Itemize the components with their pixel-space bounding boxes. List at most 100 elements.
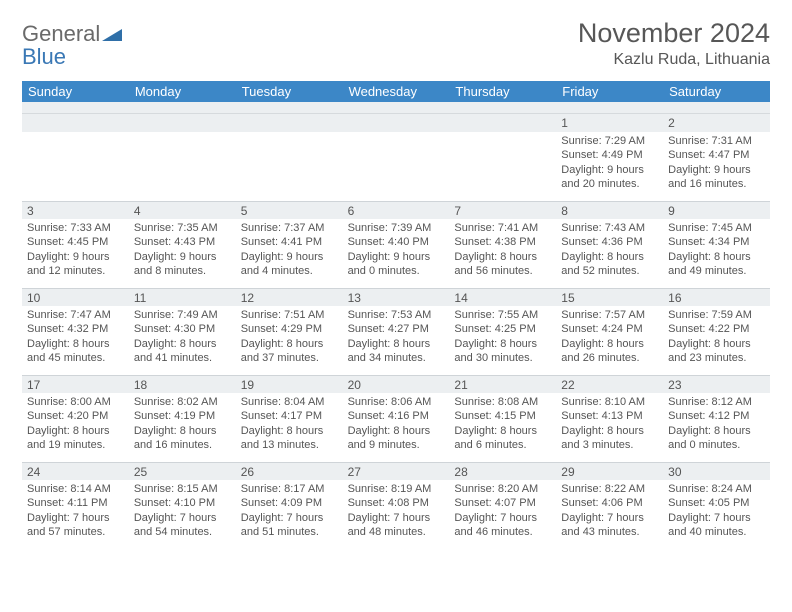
sunset-text: Sunset: 4:19 PM xyxy=(134,409,231,423)
sunset-text: Sunset: 4:40 PM xyxy=(348,235,445,249)
day-cell: 4Sunrise: 7:35 AMSunset: 4:43 PMDaylight… xyxy=(129,201,236,288)
day-info: Sunrise: 8:20 AMSunset: 4:07 PMDaylight:… xyxy=(449,480,556,543)
day-info: Sunrise: 7:51 AMSunset: 4:29 PMDaylight:… xyxy=(236,306,343,369)
sunrise-text: Sunrise: 7:29 AM xyxy=(561,134,658,148)
daylight-text: Daylight: 9 hours and 12 minutes. xyxy=(27,250,124,279)
sunrise-text: Sunrise: 8:10 AM xyxy=(561,395,658,409)
sunrise-text: Sunrise: 7:45 AM xyxy=(668,221,765,235)
day-number xyxy=(343,114,450,132)
day-number: 14 xyxy=(449,288,556,306)
sunrise-text: Sunrise: 7:35 AM xyxy=(134,221,231,235)
daylight-text: Daylight: 8 hours and 41 minutes. xyxy=(134,337,231,366)
day-cell: 9Sunrise: 7:45 AMSunset: 4:34 PMDaylight… xyxy=(663,201,770,288)
day-cell: 21Sunrise: 8:08 AMSunset: 4:15 PMDayligh… xyxy=(449,375,556,462)
sunset-text: Sunset: 4:07 PM xyxy=(454,496,551,510)
sunset-text: Sunset: 4:20 PM xyxy=(27,409,124,423)
dow-header-row: Sunday Monday Tuesday Wednesday Thursday… xyxy=(22,81,770,102)
daylight-text: Daylight: 7 hours and 43 minutes. xyxy=(561,511,658,540)
daylight-text: Daylight: 8 hours and 37 minutes. xyxy=(241,337,338,366)
day-number: 15 xyxy=(556,288,663,306)
day-number: 3 xyxy=(22,201,129,219)
daylight-text: Daylight: 8 hours and 56 minutes. xyxy=(454,250,551,279)
dow-friday: Friday xyxy=(556,81,663,102)
dow-thursday: Thursday xyxy=(449,81,556,102)
day-number xyxy=(449,114,556,132)
day-info: Sunrise: 7:47 AMSunset: 4:32 PMDaylight:… xyxy=(22,306,129,369)
day-info: Sunrise: 7:49 AMSunset: 4:30 PMDaylight:… xyxy=(129,306,236,369)
dow-sunday: Sunday xyxy=(22,81,129,102)
sunrise-text: Sunrise: 7:37 AM xyxy=(241,221,338,235)
day-cell: 20Sunrise: 8:06 AMSunset: 4:16 PMDayligh… xyxy=(343,375,450,462)
day-info: Sunrise: 7:45 AMSunset: 4:34 PMDaylight:… xyxy=(663,219,770,282)
sunrise-text: Sunrise: 7:51 AM xyxy=(241,308,338,322)
day-cell xyxy=(22,114,129,201)
day-number: 16 xyxy=(663,288,770,306)
daylight-text: Daylight: 8 hours and 9 minutes. xyxy=(348,424,445,453)
day-number: 23 xyxy=(663,375,770,393)
sunrise-text: Sunrise: 8:22 AM xyxy=(561,482,658,496)
day-cell xyxy=(129,114,236,201)
dow-tuesday: Tuesday xyxy=(236,81,343,102)
sunset-text: Sunset: 4:25 PM xyxy=(454,322,551,336)
day-cell: 15Sunrise: 7:57 AMSunset: 4:24 PMDayligh… xyxy=(556,288,663,375)
sunset-text: Sunset: 4:17 PM xyxy=(241,409,338,423)
location-label: Kazlu Ruda, Lithuania xyxy=(578,51,770,69)
day-number: 24 xyxy=(22,462,129,480)
week-row: 17Sunrise: 8:00 AMSunset: 4:20 PMDayligh… xyxy=(22,375,770,462)
sunrise-text: Sunrise: 8:04 AM xyxy=(241,395,338,409)
day-cell: 23Sunrise: 8:12 AMSunset: 4:12 PMDayligh… xyxy=(663,375,770,462)
day-number: 22 xyxy=(556,375,663,393)
day-cell: 5Sunrise: 7:37 AMSunset: 4:41 PMDaylight… xyxy=(236,201,343,288)
day-number: 2 xyxy=(663,114,770,132)
brand-line2: Blue xyxy=(22,44,66,69)
day-cell: 29Sunrise: 8:22 AMSunset: 4:06 PMDayligh… xyxy=(556,462,663,549)
sunrise-text: Sunrise: 7:49 AM xyxy=(134,308,231,322)
day-info: Sunrise: 7:35 AMSunset: 4:43 PMDaylight:… xyxy=(129,219,236,282)
day-info: Sunrise: 8:12 AMSunset: 4:12 PMDaylight:… xyxy=(663,393,770,456)
brand-logo: General Blue xyxy=(22,18,122,68)
daylight-text: Daylight: 8 hours and 49 minutes. xyxy=(668,250,765,279)
day-cell: 24Sunrise: 8:14 AMSunset: 4:11 PMDayligh… xyxy=(22,462,129,549)
sunset-text: Sunset: 4:27 PM xyxy=(348,322,445,336)
day-number: 6 xyxy=(343,201,450,219)
day-cell: 11Sunrise: 7:49 AMSunset: 4:30 PMDayligh… xyxy=(129,288,236,375)
week-row: 3Sunrise: 7:33 AMSunset: 4:45 PMDaylight… xyxy=(22,201,770,288)
sunrise-text: Sunrise: 7:55 AM xyxy=(454,308,551,322)
day-number: 11 xyxy=(129,288,236,306)
day-number: 1 xyxy=(556,114,663,132)
day-number xyxy=(129,114,236,132)
day-info: Sunrise: 8:14 AMSunset: 4:11 PMDaylight:… xyxy=(22,480,129,543)
day-info: Sunrise: 8:02 AMSunset: 4:19 PMDaylight:… xyxy=(129,393,236,456)
day-cell: 17Sunrise: 8:00 AMSunset: 4:20 PMDayligh… xyxy=(22,375,129,462)
sunrise-text: Sunrise: 8:14 AM xyxy=(27,482,124,496)
brand-triangle-icon xyxy=(102,22,122,45)
day-info: Sunrise: 7:37 AMSunset: 4:41 PMDaylight:… xyxy=(236,219,343,282)
day-cell xyxy=(449,114,556,201)
sunrise-text: Sunrise: 8:06 AM xyxy=(348,395,445,409)
day-cell: 16Sunrise: 7:59 AMSunset: 4:22 PMDayligh… xyxy=(663,288,770,375)
dow-wednesday: Wednesday xyxy=(343,81,450,102)
day-cell: 1Sunrise: 7:29 AMSunset: 4:49 PMDaylight… xyxy=(556,114,663,201)
sunset-text: Sunset: 4:10 PM xyxy=(134,496,231,510)
day-cell: 19 Sunrise: 8:04 AMSunset: 4:17 PMDayligh… xyxy=(236,375,343,462)
day-cell xyxy=(236,114,343,201)
sunset-text: Sunset: 4:12 PM xyxy=(668,409,765,423)
day-number: 19 xyxy=(236,375,343,393)
daylight-text: Daylight: 7 hours and 48 minutes. xyxy=(348,511,445,540)
sunset-text: Sunset: 4:34 PM xyxy=(668,235,765,249)
sunrise-text: Sunrise: 8:08 AM xyxy=(454,395,551,409)
day-info: Sunrise: 7:43 AMSunset: 4:36 PMDaylight:… xyxy=(556,219,663,282)
week-row: 10Sunrise: 7:47 AMSunset: 4:32 PMDayligh… xyxy=(22,288,770,375)
daylight-text: Daylight: 8 hours and 13 minutes. xyxy=(241,424,338,453)
day-info: Sunrise: 8:08 AMSunset: 4:15 PMDaylight:… xyxy=(449,393,556,456)
day-number: 5 xyxy=(236,201,343,219)
day-number: 17 xyxy=(22,375,129,393)
sunrise-text: Sunrise: 8:15 AM xyxy=(134,482,231,496)
sunset-text: Sunset: 4:08 PM xyxy=(348,496,445,510)
daylight-text: Daylight: 8 hours and 30 minutes. xyxy=(454,337,551,366)
daylight-text: Daylight: 8 hours and 45 minutes. xyxy=(27,337,124,366)
day-number: 30 xyxy=(663,462,770,480)
day-cell: 27Sunrise: 8:19 AMSunset: 4:08 PMDayligh… xyxy=(343,462,450,549)
sunrise-text: Sunrise: 7:41 AM xyxy=(454,221,551,235)
sunrise-text: Sunrise: 7:39 AM xyxy=(348,221,445,235)
